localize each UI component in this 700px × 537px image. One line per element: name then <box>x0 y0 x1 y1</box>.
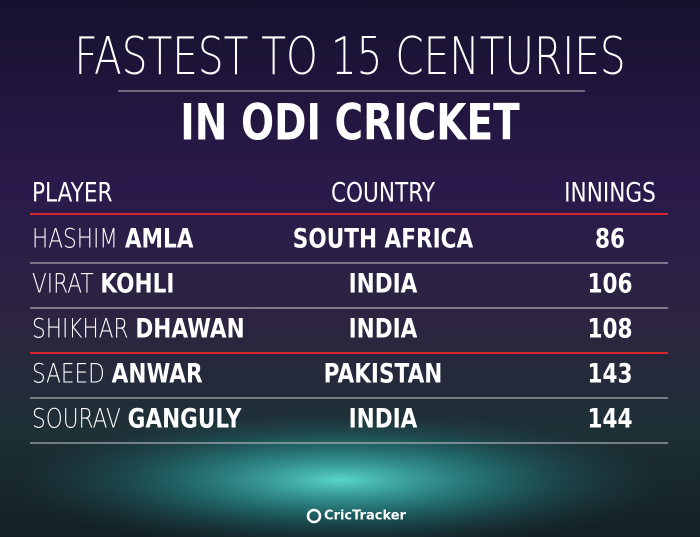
last-name: GANGULY <box>128 402 242 434</box>
first-name: SHIKHAR <box>32 312 128 344</box>
innings: 86 <box>595 222 625 254</box>
country: PAKISTAN <box>324 357 443 389</box>
last-name: DHAWAN <box>135 312 244 344</box>
column-header: COUNTRY <box>331 176 435 208</box>
field-glow <box>10 410 670 537</box>
player-name: VIRAT KOHLI <box>32 267 174 299</box>
first-name: HASHIM <box>32 222 118 254</box>
country: SOUTH AFRICA <box>293 222 473 254</box>
table: PLAYER COUNTRY INNINGS HASHIM AMLA SOUTH AFR… <box>30 176 668 444</box>
country: INDIA <box>349 402 418 434</box>
last-name: ANWAR <box>112 357 203 389</box>
logo-icon <box>306 508 322 524</box>
first-name: SAEED <box>32 357 105 389</box>
last-name: KOHLI <box>100 267 174 299</box>
brand: CricTracker <box>324 509 407 524</box>
innings: 144 <box>587 402 632 434</box>
column-header: INNINGS <box>564 176 656 208</box>
player-name: SOURAV GANGULY <box>32 402 242 434</box>
innings: 108 <box>587 312 632 344</box>
player-name: SHIKHAR DHAWAN <box>32 312 245 344</box>
player-name: SAEED ANWAR <box>32 357 203 389</box>
last-name: AMLA <box>125 222 194 254</box>
first-name: VIRAT <box>32 267 94 299</box>
title-line1: FASTEST TO 15 CENTURIES <box>74 26 625 86</box>
column-header: PLAYER <box>32 176 112 208</box>
country: INDIA <box>349 267 418 299</box>
first-name: SOURAV <box>32 402 121 434</box>
innings: 143 <box>587 357 632 389</box>
title-line2: IN ODI CRICKET <box>180 93 520 152</box>
innings: 106 <box>587 267 632 299</box>
player-name: HASHIM AMLA <box>32 222 194 254</box>
country: INDIA <box>349 312 418 344</box>
